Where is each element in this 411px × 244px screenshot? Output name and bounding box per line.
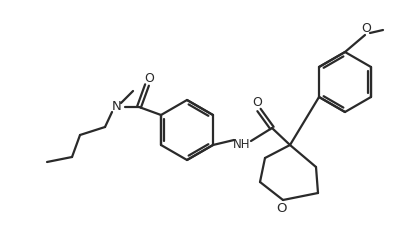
Text: O: O [144,71,154,84]
Text: O: O [361,21,371,34]
Text: NH: NH [233,138,251,151]
Text: N: N [112,101,122,113]
Text: O: O [252,96,262,110]
Text: O: O [276,203,286,215]
